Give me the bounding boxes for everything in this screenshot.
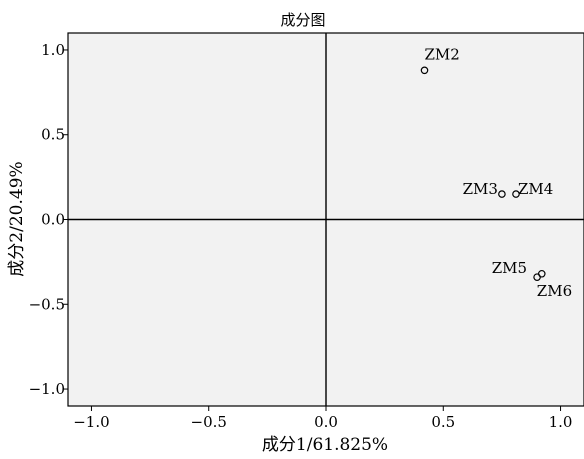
data-point-marker <box>498 190 506 198</box>
x-tick-label: −0.5 <box>191 413 227 431</box>
x-axis-ticks: −1.0 −0.5 0.0 0.5 1.0 <box>73 406 572 431</box>
data-point-label: ZM2 <box>425 45 460 63</box>
x-tick-label: 1.0 <box>549 413 573 431</box>
data-point-marker <box>420 66 429 75</box>
data-point-label: ZM3 <box>463 180 498 198</box>
chart-title: 成分图 <box>280 11 325 29</box>
y-tick-label: −1.0 <box>29 380 65 398</box>
x-tick-label: 0.0 <box>314 413 338 431</box>
x-tick-label: −1.0 <box>73 413 109 431</box>
data-point-label: ZM4 <box>518 180 553 198</box>
data-point-label: ZM6 <box>537 282 572 300</box>
y-tick-label: −0.5 <box>29 295 65 313</box>
y-axis-ticks: −1.0 −0.5 0.0 0.5 1.0 <box>29 41 68 398</box>
y-tick-label: 1.0 <box>41 41 65 59</box>
y-axis-label: 成分2/20.49% <box>7 161 27 276</box>
y-tick-label: 0.0 <box>41 211 65 229</box>
data-point-marker <box>537 269 546 278</box>
data-point-label: ZM5 <box>492 259 527 277</box>
y-tick-label: 0.5 <box>41 126 65 144</box>
reference-lines <box>68 33 584 406</box>
x-axis-label: 成分1/61.825% <box>262 435 388 455</box>
data-point-marker <box>512 190 520 198</box>
x-tick-label: 0.5 <box>431 413 455 431</box>
data-points: ZM2 ZM3 ZM4 ZM5 ZM6 <box>420 45 572 300</box>
